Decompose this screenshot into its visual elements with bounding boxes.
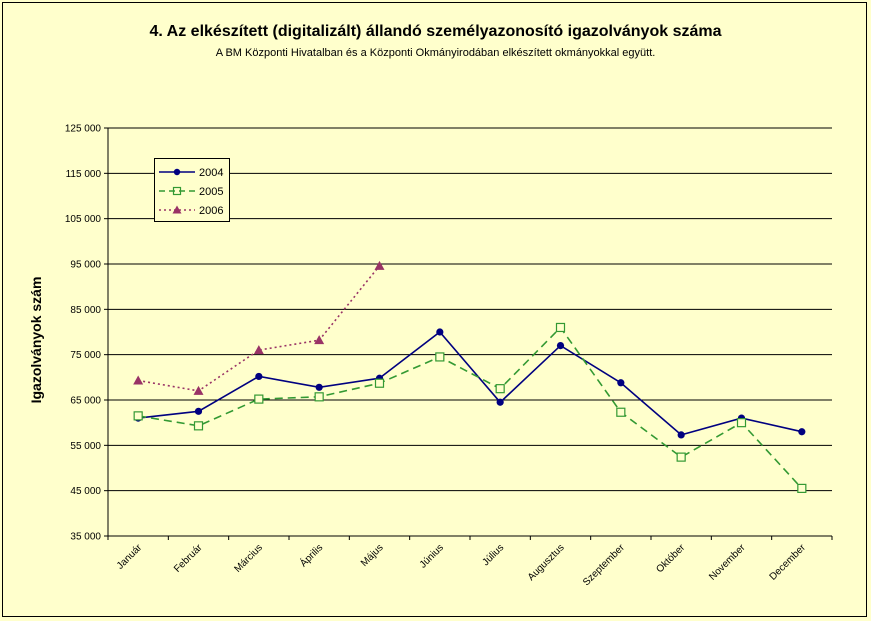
- data-point-2005: [616, 407, 626, 417]
- chart-title: 4. Az elkészített (digitalizált) állandó…: [149, 23, 722, 40]
- data-point-2004: [556, 342, 565, 350]
- legend-swatch-2004: [159, 168, 195, 176]
- y-tick-label: 105 000: [65, 214, 102, 225]
- x-tick-label: Október: [654, 542, 687, 575]
- legend-label-2004: 2004: [199, 167, 224, 179]
- x-tick-label: Június: [418, 542, 446, 570]
- legend-item-2004: 2004: [155, 164, 229, 182]
- x-tick-label: Április: [297, 541, 325, 569]
- x-tick-label: November: [707, 542, 748, 583]
- data-point-2004: [315, 383, 323, 391]
- x-tick-label: Január: [115, 542, 145, 572]
- data-point-2004: [798, 428, 806, 436]
- data-point-2005: [254, 394, 264, 404]
- legend: 2004 2005 2006: [154, 158, 230, 222]
- y-tick-label: 115 000: [66, 169, 102, 180]
- y-tick-label: 85 000: [70, 305, 101, 316]
- data-point-2005: [555, 322, 566, 333]
- legend-item-2005: 2005: [155, 183, 229, 201]
- x-tick-label: Augusztus: [526, 542, 567, 583]
- data-point-2006: [314, 335, 325, 345]
- data-point-2005: [193, 421, 204, 431]
- legend-swatch-2006: [159, 205, 195, 214]
- legend-swatch-2005: [159, 186, 195, 196]
- y-tick-label: 35 000: [70, 532, 101, 543]
- y-tick-label: 95 000: [70, 260, 101, 271]
- y-tick-label: 65 000: [70, 396, 101, 407]
- series-line-2005: [138, 326, 803, 489]
- y-tick-label: 45 000: [70, 486, 101, 497]
- data-point-2004: [255, 372, 263, 381]
- x-tick-label: Szeptember: [581, 542, 627, 588]
- series-line-2006: [138, 265, 381, 392]
- data-point-2006: [374, 260, 385, 270]
- data-point-2005: [133, 411, 143, 421]
- data-point-2005: [797, 483, 807, 493]
- data-point-2004: [617, 379, 625, 387]
- data-point-2004: [677, 431, 685, 439]
- y-tick-label: 75 000: [70, 350, 101, 361]
- data-point-2004: [496, 398, 504, 406]
- x-tick-label: Március: [232, 542, 265, 575]
- data-point-2006: [253, 345, 264, 355]
- y-tick-label: 55 000: [70, 441, 101, 452]
- data-point-2005: [495, 384, 505, 394]
- data-point-2006: [193, 385, 204, 395]
- series-line-2004: [138, 330, 802, 436]
- x-tick-label: Február: [172, 542, 205, 575]
- legend-item-2006: 2006: [155, 202, 229, 220]
- data-point-2006: [133, 375, 144, 385]
- chart-subtitle: A BM Központi Hivatalban és a Központi O…: [215, 47, 656, 59]
- data-point-2005: [435, 352, 445, 362]
- data-point-2004: [436, 328, 444, 336]
- data-point-2005: [676, 452, 686, 462]
- x-tick-label: Július: [480, 542, 506, 568]
- x-tick-label: Május: [359, 542, 386, 569]
- data-point-2004: [194, 407, 203, 415]
- x-tick-label: December: [768, 542, 809, 583]
- data-point-2005: [374, 378, 385, 388]
- legend-label-2005: 2005: [199, 186, 224, 198]
- legend-label-2006: 2006: [199, 205, 224, 217]
- y-tick-label: 125 000: [65, 124, 102, 135]
- data-point-2005: [736, 418, 747, 428]
- data-point-2005: [314, 392, 324, 402]
